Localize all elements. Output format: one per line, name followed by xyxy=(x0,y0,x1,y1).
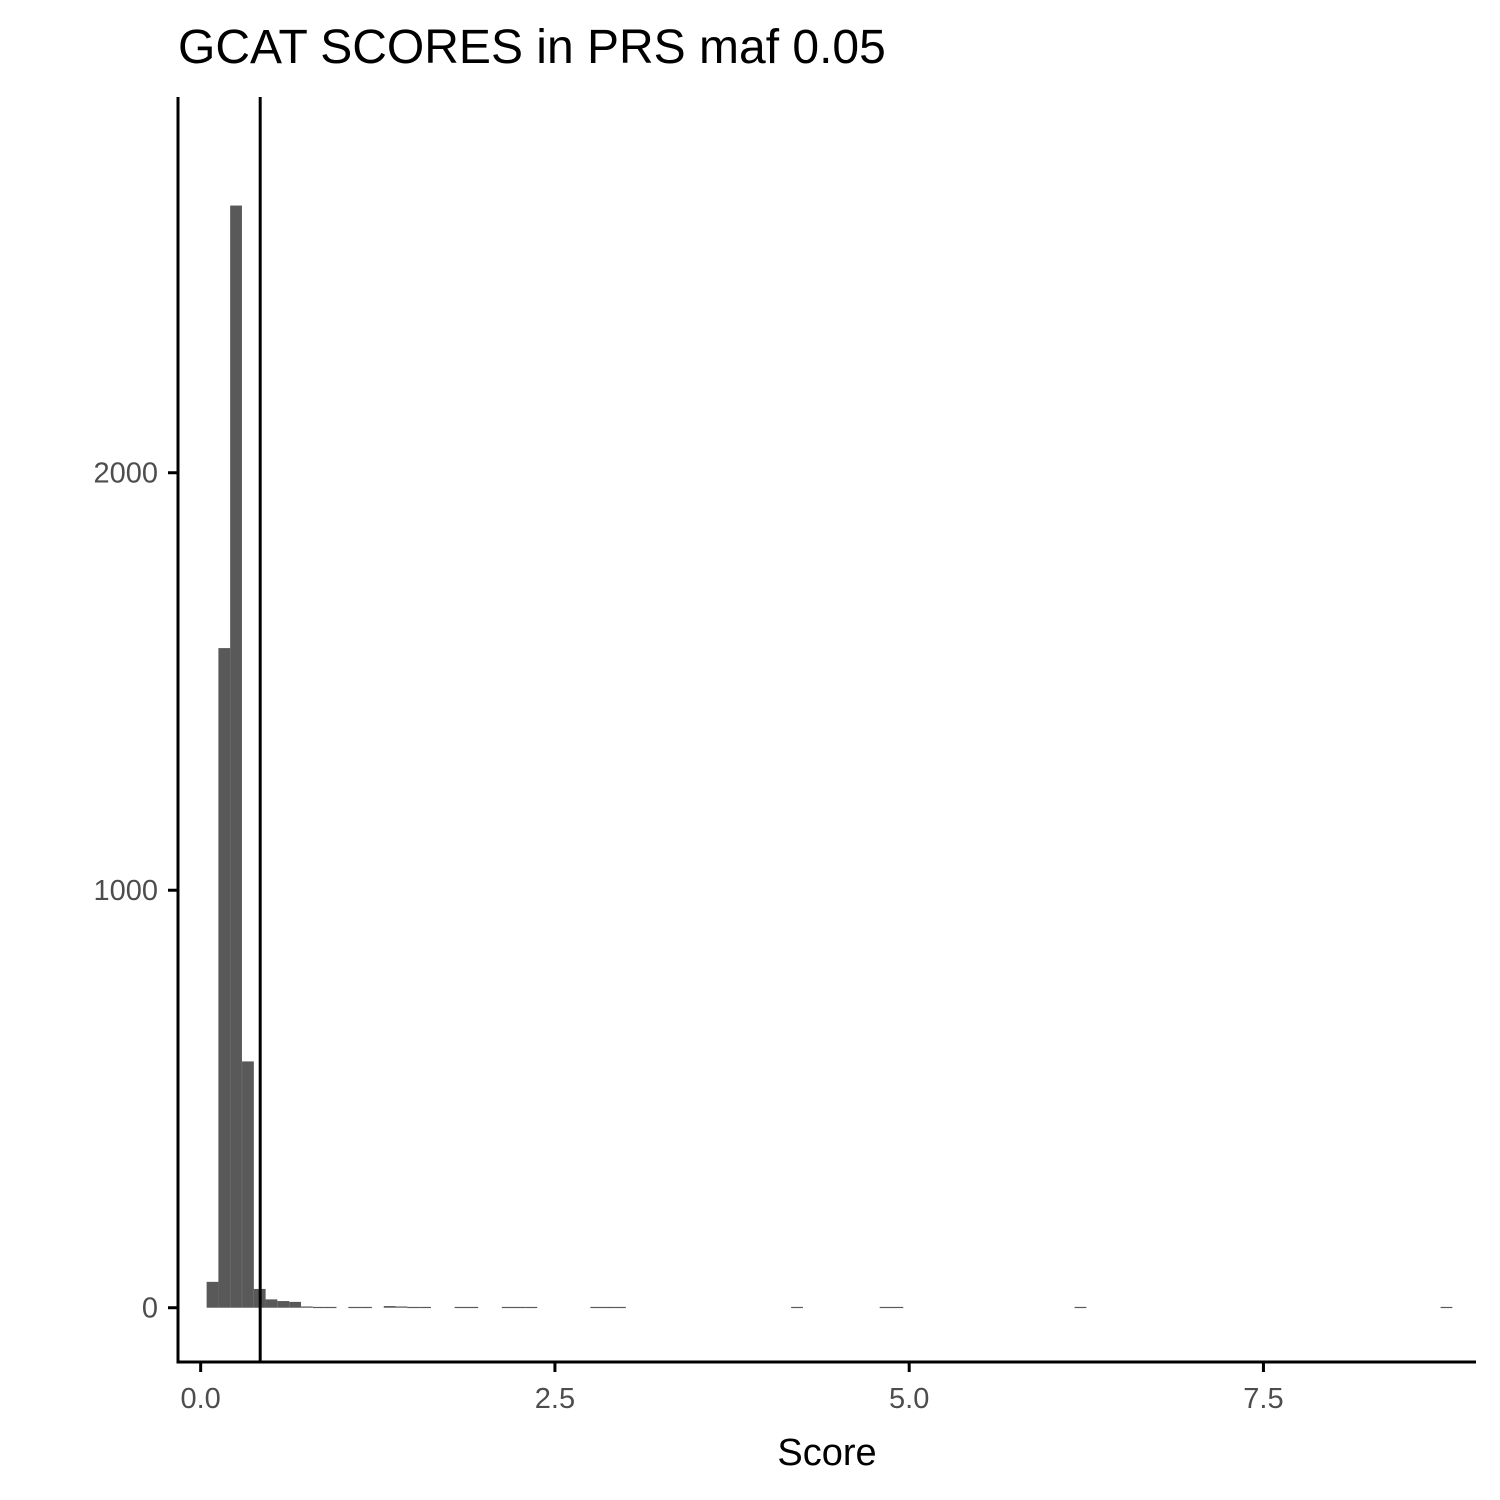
histogram-bar-17 xyxy=(454,1306,467,1309)
histogram-bar-3 xyxy=(242,1061,254,1308)
histogram-bar-28 xyxy=(1074,1306,1087,1309)
histogram-bar-1 xyxy=(218,648,231,1308)
histogram-bar-13 xyxy=(383,1306,396,1308)
histogram-bar-19 xyxy=(501,1306,514,1309)
histogram-bar-25 xyxy=(791,1306,803,1309)
histogram-bar-29 xyxy=(1440,1306,1453,1309)
x-tick-label: 0.0 xyxy=(181,1383,221,1415)
histogram-bar-27 xyxy=(891,1306,904,1309)
x-tick-label: 5.0 xyxy=(889,1383,929,1415)
histogram-bar-23 xyxy=(602,1306,614,1309)
histogram-bar-9 xyxy=(312,1306,325,1309)
y-tick-label: 2000 xyxy=(93,458,158,490)
histogram-bar-15 xyxy=(407,1306,420,1309)
y-axis-ticks: 0 1000 2000 xyxy=(93,458,178,1325)
bars-group xyxy=(206,205,1453,1309)
histogram-bar-6 xyxy=(277,1301,290,1308)
histogram-bar-11 xyxy=(348,1306,361,1309)
axes-group xyxy=(176,97,1476,1364)
histogram-bar-18 xyxy=(466,1306,479,1309)
x-axis-title: Score xyxy=(777,1432,876,1474)
y-tick-label: 0 xyxy=(142,1293,158,1325)
histogram-bar-24 xyxy=(614,1306,626,1309)
histogram-bar-7 xyxy=(289,1301,302,1308)
histogram-bar-10 xyxy=(324,1306,337,1309)
histogram-bar-21 xyxy=(525,1306,538,1309)
y-tick-label: 1000 xyxy=(93,875,158,907)
histogram-bar-12 xyxy=(360,1306,372,1309)
histogram-bar-20 xyxy=(513,1306,526,1309)
histogram-bar-0 xyxy=(206,1281,219,1308)
histogram-bar-8 xyxy=(301,1306,313,1308)
histogram-bar-5 xyxy=(265,1299,278,1308)
x-axis-ticks: 0.0 2.5 5.0 7.5 xyxy=(181,1362,1284,1415)
histogram-bar-16 xyxy=(419,1306,431,1309)
histogram-bar-14 xyxy=(395,1306,408,1308)
histogram-bar-22 xyxy=(590,1306,603,1309)
x-tick-label: 7.5 xyxy=(1243,1383,1283,1415)
chart-title: GCAT SCORES in PRS maf 0.05 xyxy=(178,21,886,74)
histogram-bar-2 xyxy=(230,205,242,1308)
x-tick-label: 2.5 xyxy=(535,1383,575,1415)
histogram-bar-26 xyxy=(879,1306,892,1309)
